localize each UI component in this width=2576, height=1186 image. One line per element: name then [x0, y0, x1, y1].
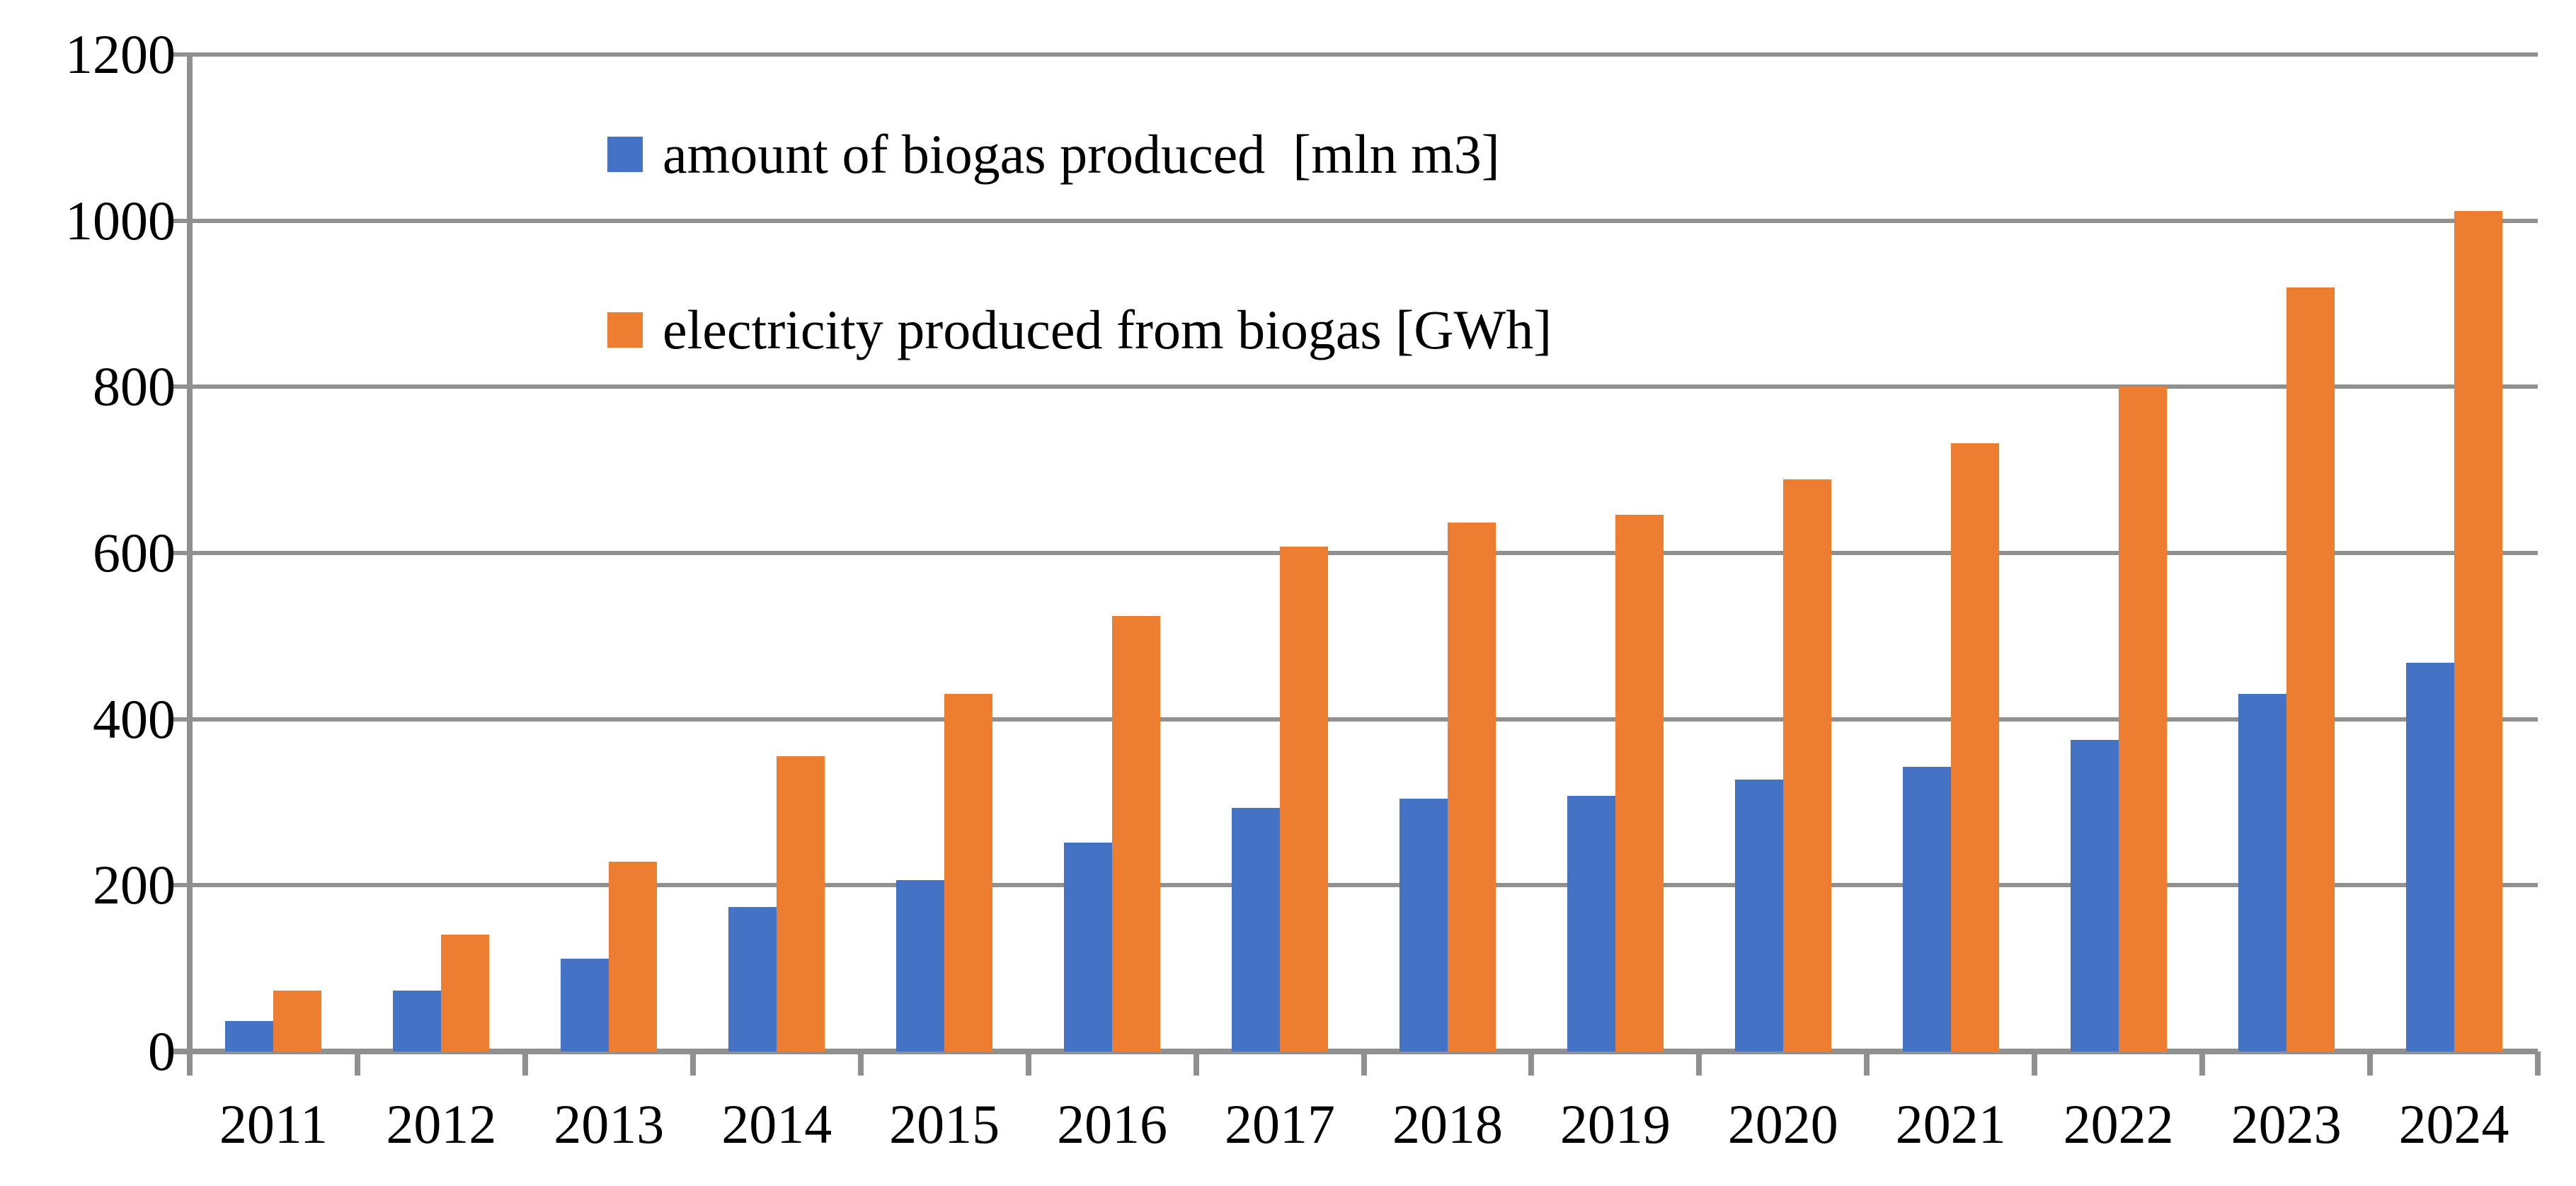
bar-biogas-2015: [896, 880, 945, 1051]
bar-biogas-2011: [225, 1020, 274, 1051]
bar-electricity-2024: [2454, 210, 2502, 1051]
bar-biogas-2012: [393, 991, 442, 1051]
y-axis-tick-label: 1200: [65, 23, 176, 85]
gridline: [172, 52, 2538, 57]
bar-biogas-2013: [561, 958, 609, 1051]
x-axis-category-label: 2022: [2063, 1093, 2174, 1155]
legend-swatch-electricity: [607, 312, 643, 348]
y-axis-tick-label: 1000: [65, 189, 176, 251]
x-axis-tick: [2199, 1051, 2206, 1076]
bar-electricity-2018: [1447, 522, 1496, 1051]
bar-biogas-2022: [2070, 740, 2119, 1051]
bar-electricity-2019: [1615, 515, 1664, 1051]
x-axis-category-label: 2021: [1895, 1093, 2006, 1155]
x-axis-category-label: 2016: [1057, 1093, 1168, 1155]
bar-electricity-2012: [441, 934, 490, 1051]
legend-label-biogas: amount of biogas produced [mln m3]: [663, 123, 1500, 185]
bar-electricity-2021: [1950, 443, 1999, 1051]
x-axis-tick: [1696, 1051, 1702, 1076]
x-axis-tick: [2535, 1051, 2541, 1076]
x-axis-line: [172, 1049, 2538, 1054]
x-axis-tick: [1193, 1051, 1199, 1076]
y-axis-tick-label: 600: [93, 522, 176, 583]
x-axis-category-label: 2020: [1727, 1093, 1838, 1155]
x-axis-category-label: 2015: [889, 1093, 1000, 1155]
y-axis-tick-label: 0: [148, 1020, 176, 1082]
bar-electricity-2015: [944, 694, 993, 1051]
gridline: [172, 218, 2538, 223]
x-axis-tick: [354, 1051, 360, 1076]
bar-electricity-2017: [1280, 546, 1329, 1051]
bar-electricity-2011: [273, 991, 322, 1051]
x-axis-category-label: 2017: [1225, 1093, 1336, 1155]
y-axis-tick-label: 200: [93, 854, 176, 916]
x-axis-category-label: 2013: [554, 1093, 665, 1155]
y-axis-tick-label: 800: [93, 355, 176, 418]
x-axis-tick: [2367, 1051, 2374, 1076]
gridline: [172, 384, 2538, 389]
x-axis-tick: [1025, 1051, 1031, 1076]
x-axis-tick: [522, 1051, 528, 1076]
legend-item-biogas: amount of biogas produced [mln m3]: [607, 120, 1500, 188]
x-axis-category-label: 2011: [219, 1093, 328, 1155]
x-axis-category-label: 2023: [2231, 1093, 2342, 1155]
bar-biogas-2016: [1064, 843, 1113, 1051]
x-axis-tick: [1528, 1051, 1535, 1076]
bar-electricity-2022: [2118, 387, 2167, 1051]
bar-biogas-2019: [1567, 795, 1615, 1051]
gridline: [172, 717, 2538, 722]
bar-electricity-2020: [1782, 479, 1831, 1051]
gridline: [172, 551, 2538, 555]
bar-biogas-2017: [1232, 808, 1281, 1051]
bar-biogas-2018: [1399, 799, 1448, 1051]
bar-biogas-2014: [728, 906, 777, 1051]
bar-electricity-2016: [1112, 616, 1161, 1051]
bar-electricity-2014: [777, 756, 825, 1051]
x-axis-category-label: 2012: [386, 1093, 497, 1155]
x-axis-tick: [689, 1051, 696, 1076]
bar-biogas-2023: [2238, 694, 2286, 1051]
y-axis-tick-label: 400: [93, 688, 176, 750]
bar-biogas-2024: [2405, 662, 2454, 1051]
x-axis-category-label: 2018: [1392, 1093, 1503, 1155]
x-axis-tick: [187, 1051, 193, 1076]
x-axis-category-label: 2024: [2398, 1093, 2509, 1155]
x-axis-category-label: 2019: [1559, 1093, 1671, 1155]
x-axis-tick: [1361, 1051, 1367, 1076]
x-axis-tick: [857, 1051, 864, 1076]
bar-electricity-2013: [609, 862, 658, 1051]
y-axis-line: [187, 52, 193, 1076]
x-axis-category-label: 2014: [721, 1093, 832, 1155]
legend-item-electricity: electricity produced from biogas [GWh]: [607, 296, 1552, 364]
gridline: [172, 883, 2538, 888]
legend-swatch-biogas: [607, 137, 643, 172]
bar-biogas-2020: [1734, 780, 1783, 1051]
x-axis-tick: [1864, 1051, 1870, 1076]
bar-electricity-2023: [2286, 287, 2335, 1051]
x-axis-tick: [2032, 1051, 2038, 1076]
bar-biogas-2021: [1902, 766, 1951, 1051]
legend-label-electricity: electricity produced from biogas [GWh]: [663, 299, 1552, 360]
